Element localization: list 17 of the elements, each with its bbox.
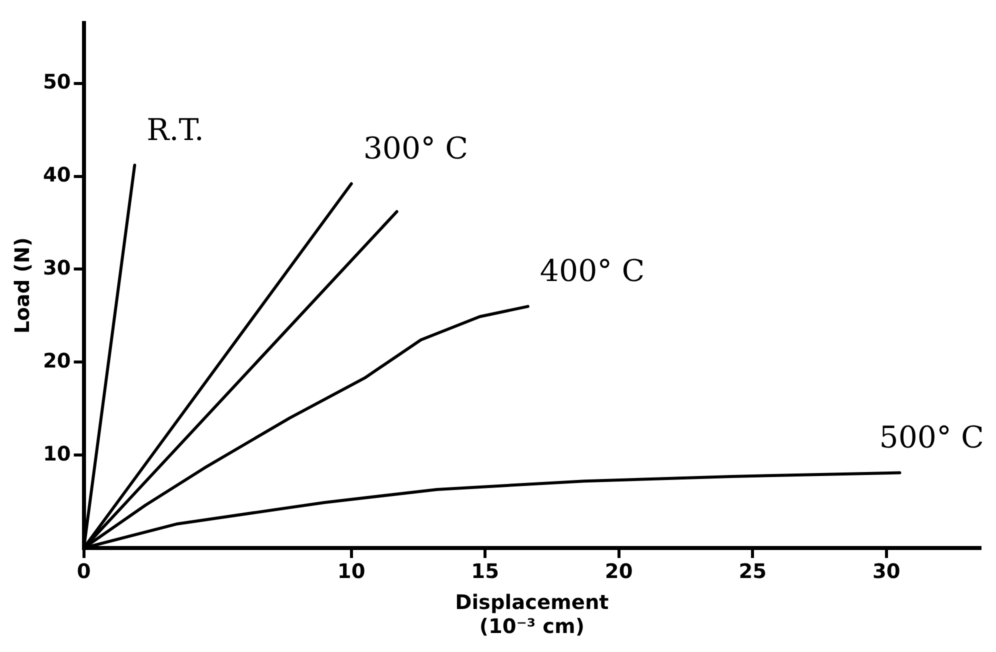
x-axis-title: Displacement (10⁻³ cm) [455, 590, 610, 638]
x-tick-label: 15 [471, 559, 500, 584]
x-tick-label: 30 [872, 559, 900, 584]
y-tick-label: 50 [42, 70, 71, 94]
x-tick-label: 10 [337, 559, 366, 584]
series-label: R.T. [146, 112, 204, 148]
y-tick-label: 30 [42, 255, 71, 280]
x-tick-label: 20 [604, 559, 633, 584]
series-label: 300° C [363, 132, 468, 167]
y-tick-label: 40 [42, 162, 71, 187]
x-tick-label: 25 [738, 559, 767, 584]
x-tick-label: 0 [76, 559, 91, 584]
series-label: 400° C [540, 254, 645, 290]
y-tick-label: 10 [42, 441, 71, 466]
series-label: 500° C [879, 420, 984, 456]
y-axis-title: Load (N) [10, 237, 34, 334]
y-tick-label: 20 [42, 348, 71, 372]
